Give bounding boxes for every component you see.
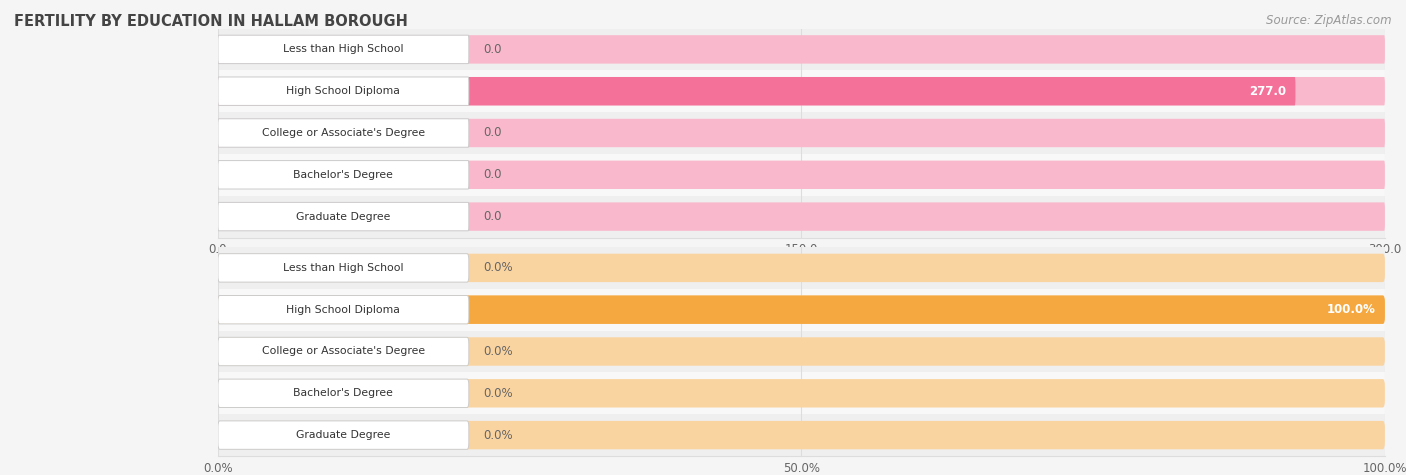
Bar — [218, 414, 1385, 456]
Bar — [218, 247, 1385, 289]
Text: College or Associate's Degree: College or Associate's Degree — [262, 128, 425, 138]
FancyBboxPatch shape — [218, 202, 468, 231]
FancyBboxPatch shape — [218, 161, 468, 189]
Bar — [218, 154, 1385, 196]
FancyBboxPatch shape — [218, 295, 468, 324]
FancyBboxPatch shape — [218, 77, 1385, 105]
Text: 0.0%: 0.0% — [482, 261, 512, 275]
Text: 0.0%: 0.0% — [482, 345, 512, 358]
FancyBboxPatch shape — [218, 254, 1385, 282]
Bar — [218, 331, 1385, 372]
FancyBboxPatch shape — [218, 119, 1385, 147]
Bar — [218, 112, 1385, 154]
Text: College or Associate's Degree: College or Associate's Degree — [262, 346, 425, 357]
Text: 100.0%: 100.0% — [1327, 303, 1375, 316]
FancyBboxPatch shape — [218, 421, 1385, 449]
Text: 277.0: 277.0 — [1249, 85, 1286, 98]
FancyBboxPatch shape — [218, 337, 1385, 366]
Text: Bachelor's Degree: Bachelor's Degree — [294, 170, 394, 180]
Text: Graduate Degree: Graduate Degree — [297, 211, 391, 222]
FancyBboxPatch shape — [218, 379, 1385, 408]
Text: 0.0: 0.0 — [482, 168, 502, 181]
FancyBboxPatch shape — [218, 35, 1385, 64]
Text: FERTILITY BY EDUCATION IN HALLAM BOROUGH: FERTILITY BY EDUCATION IN HALLAM BOROUGH — [14, 14, 408, 29]
Bar — [218, 372, 1385, 414]
Text: 0.0%: 0.0% — [482, 428, 512, 442]
Text: 0.0: 0.0 — [482, 43, 502, 56]
FancyBboxPatch shape — [218, 337, 468, 366]
Text: Graduate Degree: Graduate Degree — [297, 430, 391, 440]
Text: Less than High School: Less than High School — [283, 44, 404, 55]
Text: 0.0%: 0.0% — [482, 387, 512, 400]
Text: Bachelor's Degree: Bachelor's Degree — [294, 388, 394, 399]
FancyBboxPatch shape — [218, 119, 468, 147]
Bar — [218, 70, 1385, 112]
Text: High School Diploma: High School Diploma — [287, 304, 401, 315]
Bar — [218, 28, 1385, 70]
Text: 0.0: 0.0 — [482, 210, 502, 223]
FancyBboxPatch shape — [218, 421, 468, 449]
Text: Less than High School: Less than High School — [283, 263, 404, 273]
FancyBboxPatch shape — [218, 202, 1385, 231]
FancyBboxPatch shape — [218, 295, 1385, 324]
FancyBboxPatch shape — [218, 295, 1385, 324]
FancyBboxPatch shape — [218, 77, 1295, 105]
FancyBboxPatch shape — [218, 254, 468, 282]
Text: 0.0: 0.0 — [482, 126, 502, 140]
Bar — [218, 196, 1385, 238]
FancyBboxPatch shape — [218, 161, 1385, 189]
Bar — [218, 289, 1385, 331]
Text: High School Diploma: High School Diploma — [287, 86, 401, 96]
FancyBboxPatch shape — [218, 35, 468, 64]
FancyBboxPatch shape — [218, 77, 468, 105]
Text: Source: ZipAtlas.com: Source: ZipAtlas.com — [1267, 14, 1392, 27]
FancyBboxPatch shape — [218, 379, 468, 408]
